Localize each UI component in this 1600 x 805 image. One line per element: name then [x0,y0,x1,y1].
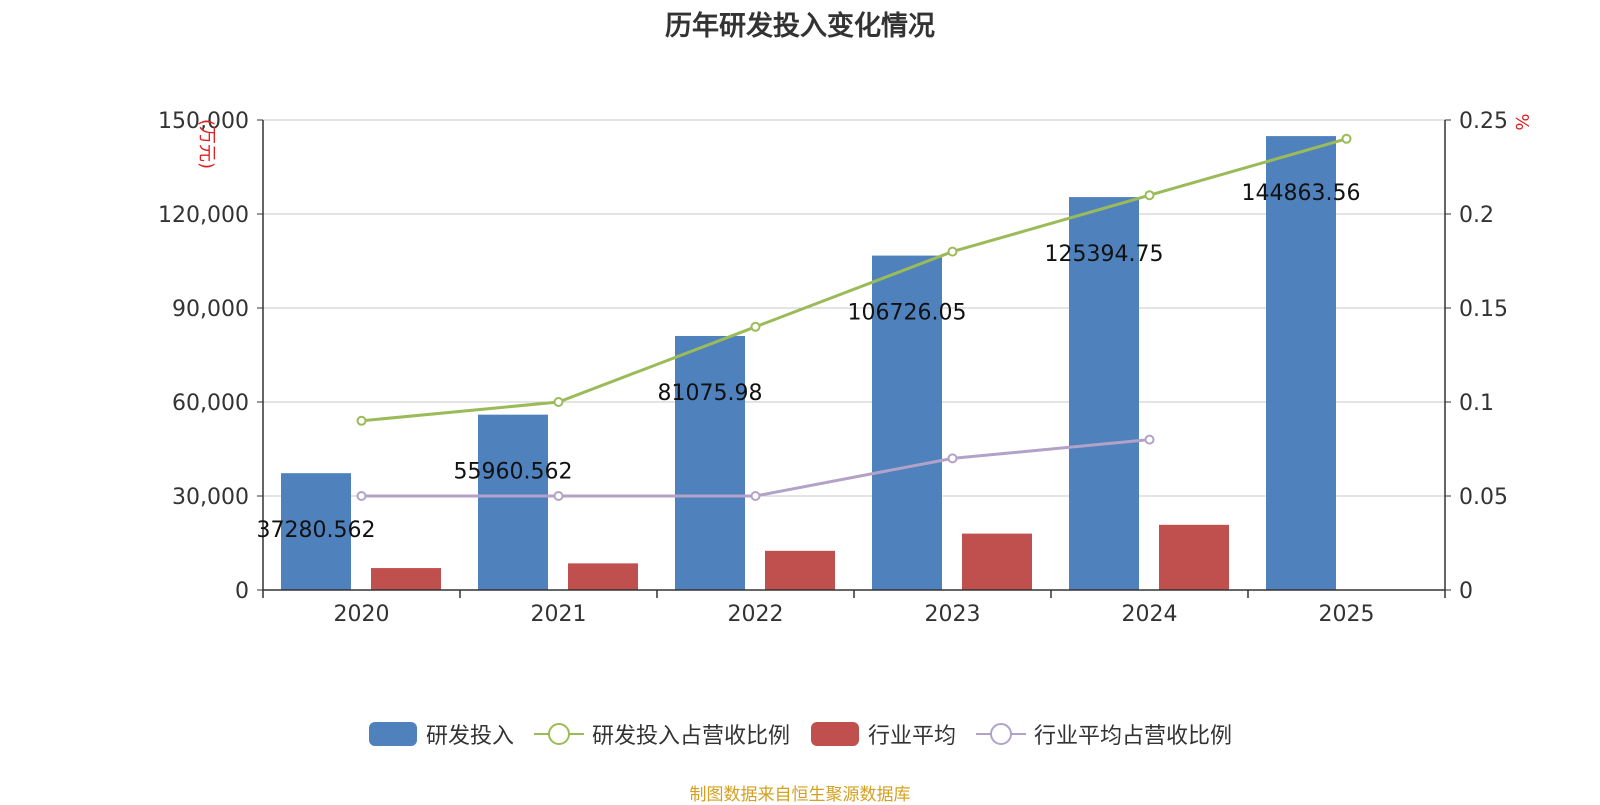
point-rd-ratio [1144,190,1155,201]
y-left-unit-label: (万元) [196,119,217,169]
data-label-rd-2025: 144863.56 [1242,181,1361,206]
bar-rd-2020 [281,473,351,590]
x-tick-label-2021: 2021 [531,602,587,627]
y-left-tick-label: 120,000 [158,203,249,228]
x-tick-label-2024: 2024 [1122,602,1178,627]
chart-canvas: 0 30,000 60,000 90,000 120,000 150,000 0 0.05 0.… [158,109,1532,627]
bar-industry-2020 [371,568,441,590]
bar-rd-2024 [1069,197,1139,591]
legend-item-industry-ratio[interactable]: 行业平均占营收比例 [976,718,1232,750]
bar-rd-2023 [872,255,942,590]
line-rd-ratio [361,137,1347,423]
point-industry-ratio [1144,434,1155,445]
x-tick-label-2023: 2023 [925,602,981,627]
y-right-tick-label: 0.15 [1459,297,1508,322]
legend: 研发投入 研发投入占营收比例 行业平均 行业平均占营收比例 [0,718,1600,750]
y-left-tick-label: 60,000 [172,391,249,416]
legend-item-industry[interactable]: 行业平均 [810,718,956,750]
legend-label-industry-ratio: 行业平均占营收比例 [1034,724,1233,749]
x-tick-label-2025: 2025 [1319,602,1375,627]
y-right-tick-label: 0.1 [1459,391,1494,416]
point-industry-ratio [750,491,761,501]
data-label-rd-2024: 125394.75 [1045,242,1164,267]
point-rd-ratio [356,415,367,426]
legend-label-rd-ratio: 研发投入占营收比例 [591,724,790,749]
point-rd-ratio [750,321,761,332]
y-right-tick-label: 0.05 [1459,485,1508,510]
data-label-rd-2021: 55960.562 [454,460,573,485]
bar-industry-2022 [765,550,835,590]
source-note: 制图数据来自恒生聚源数据库 [689,785,911,805]
legend-swatch-industry-ratio [976,723,1027,745]
x-tick-label-2022: 2022 [728,602,784,627]
point-industry-ratio [947,453,958,464]
legend-label-rd: 研发投入 [425,724,514,749]
bar-industry-2023 [962,533,1032,590]
y-left-tick-label: 0 [235,579,249,604]
point-industry-ratio [356,491,367,501]
point-rd-ratio [947,246,958,257]
legend-swatch-rd [368,722,417,746]
point-industry-ratio [553,491,564,501]
y-left-tick-label: 30,000 [172,485,249,510]
bar-rd-2022 [675,335,745,590]
data-label-rd-2022: 81075.98 [658,381,763,406]
y-left-tick-label: 150,000 [158,109,249,134]
bar-industry-2021 [568,563,638,590]
bar-industry-2024 [1159,524,1229,590]
point-rd-ratio [1341,133,1352,144]
legend-item-rd[interactable]: 研发投入 [368,718,514,750]
bar-rd-2021 [478,414,548,590]
point-rd-ratio [553,397,564,407]
y-right-tick-label: 0.25 [1459,109,1508,134]
data-label-rd-2020: 37280.562 [257,518,376,543]
x-tick-label-2020: 2020 [334,602,390,627]
y-left-tick-label: 90,000 [172,297,249,322]
y-right-unit-label: % [1511,113,1532,130]
data-label-rd-2023: 106726.05 [848,301,967,326]
y-right-tick-label: 0 [1459,579,1473,604]
legend-item-rd-ratio[interactable]: 研发投入占营收比例 [533,718,790,750]
legend-label-industry: 行业平均 [868,724,957,749]
bar-rd-2025 [1266,136,1336,590]
legend-swatch-industry [811,722,859,746]
chart-title: 历年研发投入变化情况 [665,11,935,42]
y-right-tick-label: 0.2 [1459,203,1494,228]
legend-swatch-rd-ratio [533,723,584,745]
